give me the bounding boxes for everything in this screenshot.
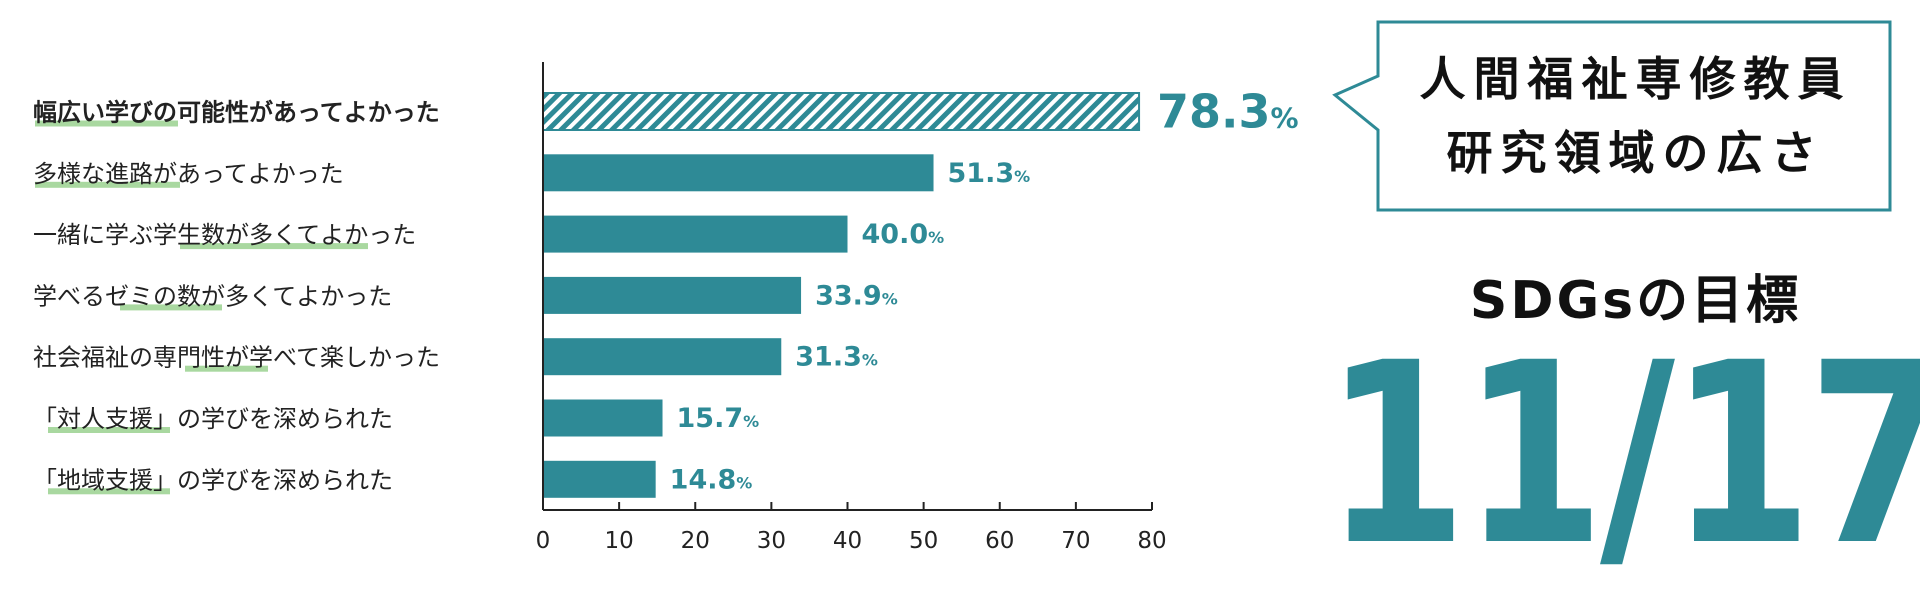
bar <box>543 460 656 498</box>
sdg-count: 11/17 <box>1324 309 1920 600</box>
value-unit: % <box>928 228 944 247</box>
keyword-underline <box>120 304 222 311</box>
callout-box <box>1332 20 1892 212</box>
value-label: 51.3% <box>948 158 1031 189</box>
x-tick-label: 70 <box>1061 528 1090 554</box>
value-label: 40.0% <box>862 219 945 250</box>
x-tick-label: 30 <box>757 528 786 554</box>
value-label: 15.7% <box>677 403 760 434</box>
value-number: 31.3 <box>795 342 862 373</box>
x-tick-label: 40 <box>833 528 862 554</box>
value-unit: % <box>743 412 759 431</box>
value-label: 31.3% <box>795 342 878 373</box>
value-label: 33.9% <box>815 280 898 311</box>
callout-line-2: 研究領域の広さ <box>1446 126 1825 180</box>
keyword-underline <box>185 365 268 372</box>
value-number: 14.8 <box>670 464 737 495</box>
category-label: 「対人支援」の学びを深められた <box>33 405 393 433</box>
sdg-title: SDGsの目標 <box>1469 271 1802 331</box>
keyword-underline <box>48 427 170 433</box>
bars <box>542 92 1141 498</box>
keyword-underline <box>35 181 180 188</box>
value-unit: % <box>1014 167 1030 186</box>
x-tick-label: 80 <box>1137 528 1166 554</box>
value-label: 78.3% <box>1157 85 1299 139</box>
x-tick-label: 60 <box>985 528 1014 554</box>
value-unit: % <box>882 289 898 308</box>
callout-text: 人間福祉専修教員 研究領域の広さ <box>1378 22 1893 210</box>
value-label: 14.8% <box>670 464 753 495</box>
bar <box>543 338 782 376</box>
value-unit: % <box>862 351 878 370</box>
category-label: 幅広い学びの可能性があってよかった <box>33 99 440 127</box>
value-number: 33.9 <box>815 280 882 311</box>
bar <box>543 215 848 253</box>
axes: 0 10 20 30 40 50 60 70 80 <box>536 62 1167 554</box>
value-number: 51.3 <box>948 158 1015 189</box>
category-label: 一緒に学ぶ学生数が多くてよかった <box>33 221 416 249</box>
bar <box>543 399 663 437</box>
x-tick-label: 0 <box>536 528 551 554</box>
value-number: 15.7 <box>677 403 744 434</box>
category-label: 多様な進路があってよかった <box>33 160 344 188</box>
value-number: 78.3 <box>1157 85 1271 139</box>
bar <box>543 276 802 314</box>
bar <box>542 92 1141 131</box>
x-tick-label: 10 <box>604 528 633 554</box>
callout-line-1: 人間福祉専修教員 <box>1419 52 1852 106</box>
keyword-underline <box>35 120 178 127</box>
category-label: 「地域支援」の学びを深められた <box>33 466 393 494</box>
keyword-underlines <box>35 120 368 495</box>
value-unit: % <box>1271 102 1299 135</box>
bar <box>543 154 934 192</box>
value-number: 40.0 <box>862 219 929 250</box>
keyword-underline <box>180 243 368 250</box>
category-label: 社会福祉の専門性が学べて楽しかった <box>33 344 440 372</box>
category-label: 学べるゼミの数が多くてよかった <box>33 282 392 310</box>
value-labels: 78.3%51.3%40.0%33.9%31.3%15.7%14.8% <box>670 85 1299 496</box>
x-tick-label: 20 <box>681 528 710 554</box>
x-tick-label: 50 <box>909 528 938 554</box>
value-unit: % <box>736 473 752 492</box>
keyword-underline <box>48 488 170 495</box>
category-labels: 幅広い学びの可能性があってよかった多様な進路があってよかった一緒に学ぶ学生数が多… <box>33 99 440 495</box>
